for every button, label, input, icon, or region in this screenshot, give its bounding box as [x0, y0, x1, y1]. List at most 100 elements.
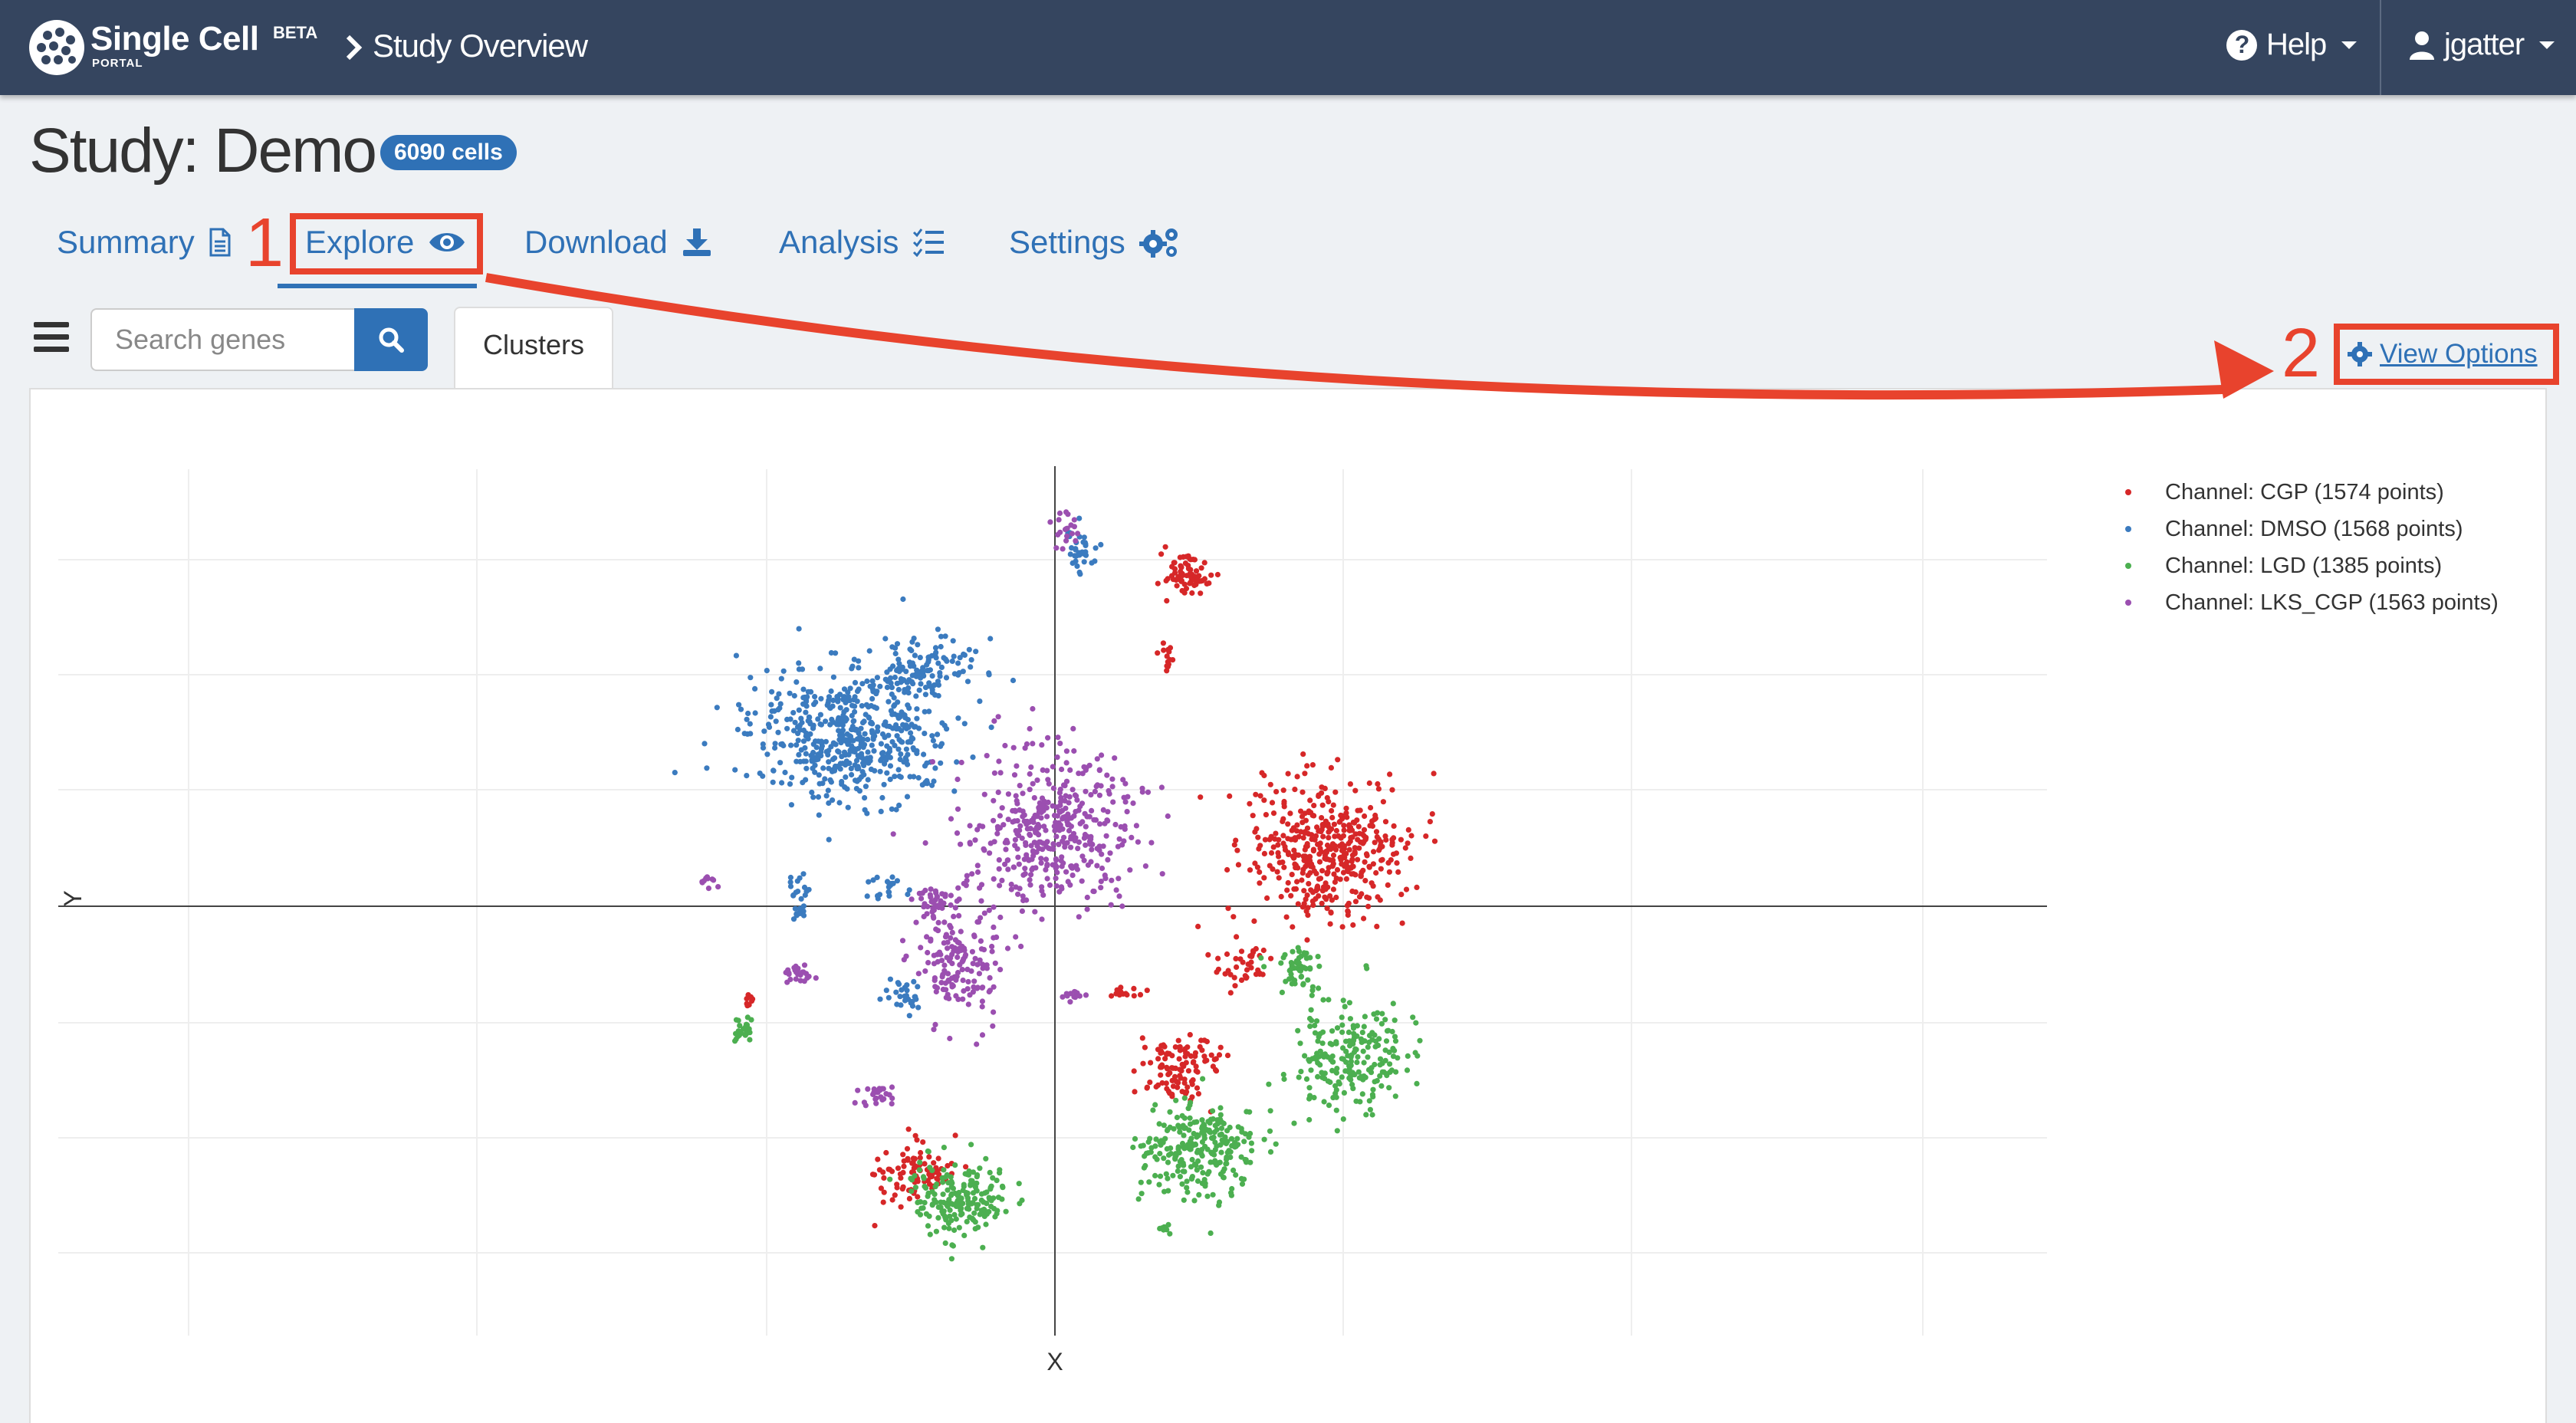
tab-download[interactable]: Download	[524, 224, 712, 261]
brand-name[interactable]: Single Cell	[90, 20, 259, 58]
scatter-point	[1079, 878, 1085, 884]
scatter-point	[1247, 1159, 1254, 1165]
scatter-point	[874, 675, 880, 681]
help-menu[interactable]: ? Help	[2226, 28, 2358, 62]
scatter-point	[846, 751, 852, 758]
scatter-point	[800, 701, 807, 707]
legend-item[interactable]: Channel: LGD (1385 points)	[2098, 547, 2499, 584]
scatter-point	[1257, 793, 1263, 799]
scatter-point	[1270, 810, 1277, 817]
scatter-point	[931, 961, 938, 967]
scatter-point	[1298, 1069, 1304, 1075]
scatter-point	[961, 988, 967, 994]
tab-summary[interactable]: Summary	[57, 224, 232, 261]
scatter-point	[800, 912, 807, 919]
scatter-point	[987, 636, 994, 642]
tab-explore[interactable]: Explore	[305, 224, 466, 261]
scatter-point	[787, 883, 794, 889]
search-genes-input[interactable]	[90, 308, 354, 371]
scatter-point	[870, 1091, 876, 1097]
scatter-point	[1291, 1120, 1297, 1126]
scatter-point	[1053, 883, 1060, 889]
scatter-point	[1196, 1191, 1202, 1198]
scatter-point	[1247, 867, 1254, 873]
legend-item[interactable]: Channel: CGP (1574 points)	[2098, 474, 2499, 511]
scatter-point	[1116, 876, 1122, 882]
scatter-point	[901, 1163, 907, 1169]
scatter-point	[1339, 1022, 1346, 1028]
scatter-point	[1198, 590, 1204, 596]
scatter-point	[1076, 914, 1082, 920]
scatter-point	[1339, 1056, 1345, 1062]
scatter-point	[963, 1190, 969, 1196]
scatter-point	[862, 795, 868, 801]
search-button[interactable]	[354, 308, 428, 371]
scatter-point	[1083, 788, 1089, 794]
scatter-point	[1016, 861, 1022, 867]
scatter-point	[856, 788, 863, 794]
scatter-point	[826, 697, 832, 704]
scatter-point	[944, 955, 950, 961]
breadcrumb-study-overview[interactable]: Study Overview	[373, 28, 588, 64]
scatter-point	[858, 742, 864, 748]
scatter-point	[803, 751, 809, 757]
scatter-point	[841, 749, 848, 755]
tab-settings[interactable]: Settings	[1009, 224, 1181, 261]
scatter-point	[1146, 1179, 1152, 1185]
scatter-point	[942, 892, 948, 898]
scatter-point	[1330, 886, 1336, 892]
scatter-point	[856, 665, 862, 671]
scatter-point	[1053, 857, 1060, 863]
scatter-point	[863, 784, 869, 790]
scatter-point	[1224, 1053, 1231, 1059]
scatter-points	[672, 509, 1438, 1262]
scatter-point	[1020, 893, 1026, 899]
scatter-point	[904, 982, 910, 988]
scatter-point	[1326, 846, 1332, 852]
user-menu[interactable]: jgatter	[2409, 28, 2555, 62]
scatter-point	[1145, 789, 1152, 795]
scatter-point	[1303, 896, 1309, 902]
scatter-point	[790, 710, 797, 716]
scatter-point	[882, 636, 889, 642]
legend-item[interactable]: Channel: DMSO (1568 points)	[2098, 511, 2499, 547]
legend-item[interactable]: Channel: LKS_CGP (1563 points)	[2098, 584, 2499, 621]
clusters-tab[interactable]: Clusters	[454, 307, 613, 389]
single-cell-logo-icon[interactable]	[26, 17, 87, 78]
tab-analysis[interactable]: Analysis	[779, 224, 945, 261]
scatter-point	[1337, 818, 1343, 825]
scatter-point	[898, 751, 904, 758]
scatter-point	[1333, 1040, 1339, 1047]
scatter-point	[1414, 884, 1420, 890]
scatter-point	[914, 748, 920, 754]
scatter-point	[849, 712, 855, 719]
scatter-point	[1185, 1106, 1191, 1112]
scatter-point	[1030, 853, 1037, 859]
scatter-point	[964, 1195, 971, 1201]
scatter-point	[841, 686, 848, 692]
scatter-point	[1336, 1081, 1342, 1087]
scatter-point	[856, 736, 862, 742]
scatter-point	[871, 1086, 877, 1093]
scatter-point	[1033, 865, 1039, 871]
scatter-point	[1206, 580, 1212, 587]
scatter-point	[1005, 866, 1011, 873]
view-options-link[interactable]: View Options	[2348, 339, 2538, 370]
scatter-point	[871, 1172, 878, 1178]
scatter-point	[1124, 809, 1130, 815]
menu-hamburger-icon[interactable]	[34, 322, 69, 353]
scatter-point	[1309, 992, 1315, 998]
scatter-point	[875, 728, 881, 735]
scatter-point	[1239, 1129, 1245, 1135]
scatter-point	[981, 791, 987, 797]
scatter-point	[1184, 1084, 1191, 1090]
scatter-point	[768, 702, 774, 708]
scatter-point	[1288, 971, 1294, 978]
scatter-point	[1021, 812, 1027, 818]
scatter-point	[938, 980, 945, 986]
scatter-point	[881, 1189, 887, 1195]
scatter-point	[1177, 1073, 1183, 1079]
scatter-point	[929, 1202, 935, 1208]
scatter-point	[925, 949, 931, 956]
